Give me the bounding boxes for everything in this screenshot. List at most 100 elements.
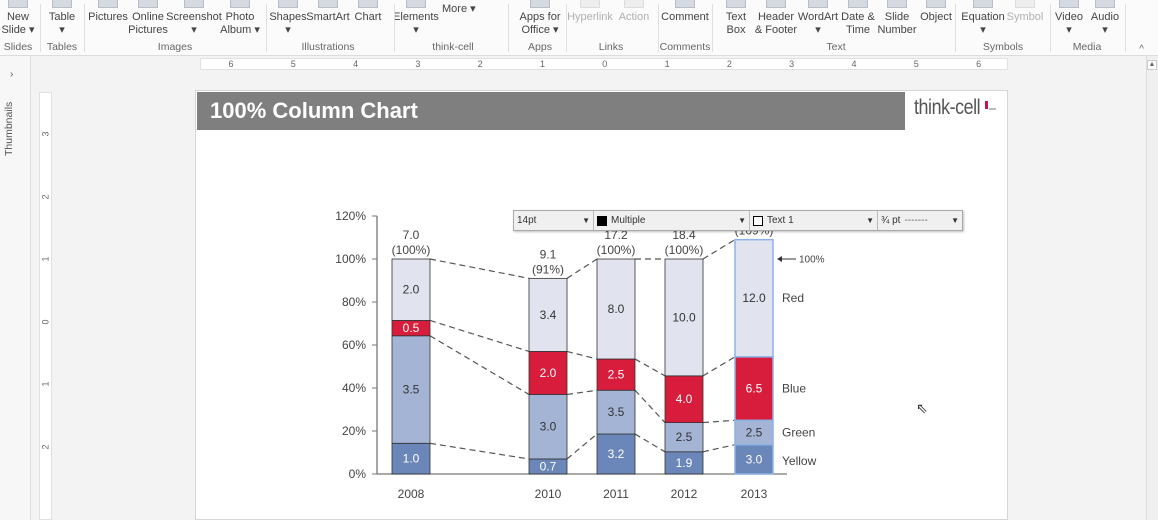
collapse-ribbon-button[interactable]: ^ bbox=[1139, 44, 1144, 55]
bar-segment-blue[interactable] bbox=[664, 375, 704, 423]
date-time-icon bbox=[848, 0, 868, 8]
connector-line bbox=[566, 433, 598, 460]
ruler-number: 1 bbox=[664, 59, 670, 69]
bar-segment-red[interactable] bbox=[664, 258, 704, 377]
ribbon-group-divider bbox=[955, 4, 956, 52]
button-label-line2: ▾ bbox=[1066, 24, 1072, 36]
ribbon-button-date[interactable]: Date & Time bbox=[828, 0, 888, 37]
connector-line bbox=[429, 258, 530, 279]
ribbon-button-new[interactable]: New Slide ▾ bbox=[0, 0, 48, 37]
new-slide-icon bbox=[8, 0, 28, 8]
video-icon bbox=[1059, 0, 1079, 8]
ribbon-button-slide[interactable]: Slide Number bbox=[867, 0, 927, 37]
ribbon-button-video[interactable]: Video ▾ bbox=[1039, 0, 1099, 37]
ribbon-group-label: Media bbox=[1072, 41, 1102, 53]
ribbon-button-comment[interactable]: Comment bbox=[655, 0, 715, 24]
button-label-line2: Album ▾ bbox=[220, 24, 260, 36]
logo-dash-icon bbox=[989, 108, 996, 110]
ribbon-button-shapes[interactable]: Shapes ▾ bbox=[258, 0, 318, 37]
text-color-value: Text 1 bbox=[767, 215, 794, 226]
ruler-number: 4 bbox=[851, 59, 857, 69]
vertical-scrollbar[interactable] bbox=[1146, 56, 1158, 520]
slide-title[interactable]: 100% Column Chart bbox=[197, 92, 905, 130]
bar-segment-yellow[interactable] bbox=[391, 442, 431, 475]
bar-segment-yellow[interactable] bbox=[596, 433, 636, 475]
scroll-up-arrow-icon[interactable]: ▲ bbox=[1147, 60, 1157, 70]
bar-segment-yellow[interactable] bbox=[734, 443, 774, 475]
ribbon-button-apps-for[interactable]: Apps for Office ▾ bbox=[510, 0, 570, 37]
bar-segment-red[interactable] bbox=[734, 238, 774, 358]
ribbon-button-photo[interactable]: Photo Album ▾ bbox=[210, 0, 270, 37]
button-label: Online bbox=[132, 11, 164, 23]
segment-value-label: 2.5 bbox=[746, 426, 763, 440]
button-label-line2: Office ▾ bbox=[521, 24, 559, 36]
ribbon-button-symbol[interactable]: Symbol bbox=[995, 0, 1055, 24]
button-label-line2: ▾ bbox=[1102, 24, 1108, 36]
column-total-label: 17.2 bbox=[604, 228, 628, 242]
ribbon-group-label: Comments bbox=[659, 41, 711, 53]
ribbon-button-audio[interactable]: Audio ▾ bbox=[1075, 0, 1135, 37]
button-label-line2: Slide ▾ bbox=[1, 24, 35, 36]
bar-segment-blue[interactable] bbox=[528, 351, 568, 395]
dropdown-arrow-icon: ▼ bbox=[582, 216, 590, 225]
y-tick-label: 40% bbox=[342, 381, 366, 395]
ribbon-button-pictures[interactable]: Pictures bbox=[78, 0, 138, 24]
ribbon-button-smartart[interactable]: SmartArt bbox=[298, 0, 358, 24]
bar-segment-green[interactable] bbox=[528, 394, 568, 460]
color-swatch-icon bbox=[753, 215, 763, 226]
segment-value-label: 2.5 bbox=[676, 430, 693, 444]
button-label-line2: ▾ bbox=[413, 24, 419, 36]
expand-thumbnails-icon[interactable]: › bbox=[10, 69, 14, 80]
ribbon-button-object[interactable]: Object bbox=[906, 0, 966, 24]
line-style-dropdown[interactable]: ¾ pt ------- ▼ bbox=[878, 211, 962, 230]
bar-segment-red[interactable] bbox=[596, 258, 636, 360]
ribbon-group-divider bbox=[658, 4, 659, 52]
connector-line bbox=[566, 350, 598, 360]
ribbon-button-more[interactable]: More ▾ bbox=[442, 3, 476, 15]
ribbon-button-online[interactable]: Online Pictures bbox=[118, 0, 178, 37]
ribbon-button-elements[interactable]: Elements ▾ bbox=[386, 0, 446, 37]
column-total-label: 7.0 bbox=[403, 228, 420, 242]
ribbon-button-hyperlink[interactable]: Hyperlink bbox=[560, 0, 620, 24]
button-label: Table bbox=[48, 11, 76, 23]
ribbon-button-equation[interactable]: Equation ▾ bbox=[953, 0, 1013, 37]
ribbon-button-chart[interactable]: Chart bbox=[338, 0, 398, 24]
bar-segment-blue[interactable] bbox=[596, 358, 636, 391]
dropdown-arrow-icon: ▼ bbox=[951, 216, 959, 225]
color-swatch-icon bbox=[597, 215, 607, 226]
bar-segment-blue[interactable] bbox=[734, 356, 774, 422]
bar-segment-green[interactable] bbox=[391, 335, 431, 444]
column-percent-label: (100%) bbox=[597, 243, 636, 257]
bar-segment-red[interactable] bbox=[391, 258, 431, 321]
x-tick-label: 2013 bbox=[741, 487, 768, 501]
ribbon-button-header[interactable]: Header & Footer bbox=[746, 0, 806, 37]
ribbon-button-wordart[interactable]: WordArt ▾ bbox=[788, 0, 848, 37]
button-label-line2: Time bbox=[845, 24, 871, 36]
segment-value-label: 2.0 bbox=[540, 366, 557, 380]
ribbon-button-text[interactable]: Text Box bbox=[706, 0, 766, 37]
wordart-icon bbox=[808, 0, 828, 8]
bar-segment-red[interactable] bbox=[528, 277, 568, 352]
segment-value-label: 0.7 bbox=[540, 459, 557, 473]
think-cell-floating-toolbar: 14pt ▼ Multiple ▼ Text 1 ▼ ¾ pt ------- ▼ bbox=[513, 210, 963, 231]
slide-number-icon bbox=[887, 0, 907, 8]
button-label: Slide bbox=[884, 11, 910, 23]
ribbon-group-divider bbox=[508, 4, 509, 52]
ribbon-button-action[interactable]: Action bbox=[604, 0, 664, 24]
bar-segment-green[interactable] bbox=[596, 389, 636, 435]
ruler-number: 0 bbox=[602, 59, 608, 69]
button-label: Pictures bbox=[88, 11, 128, 23]
segment-value-label: 3.4 bbox=[540, 308, 557, 322]
ribbon-button-table[interactable]: Table ▾ bbox=[32, 0, 92, 37]
button-label: Video bbox=[1055, 11, 1083, 23]
ribbon-group-label: Slides bbox=[3, 41, 33, 53]
button-label: Date & bbox=[841, 11, 875, 23]
fill-color-dropdown[interactable]: Multiple ▼ bbox=[594, 211, 750, 230]
series-label-red: Red bbox=[782, 291, 804, 305]
text-box-icon bbox=[726, 0, 746, 8]
ribbon-button-screenshot[interactable]: Screenshot ▾ bbox=[164, 0, 224, 37]
text-color-dropdown[interactable]: Text 1 ▼ bbox=[750, 211, 878, 230]
ruler-number: 3 bbox=[789, 59, 795, 69]
font-size-dropdown[interactable]: 14pt ▼ bbox=[514, 211, 594, 230]
